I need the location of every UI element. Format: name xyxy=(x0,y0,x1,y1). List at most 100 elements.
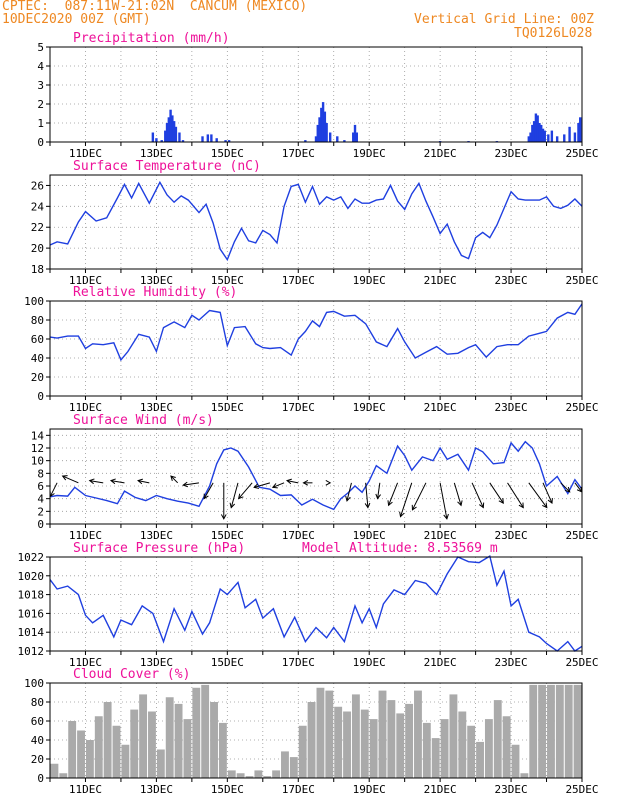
wind-arrow xyxy=(489,482,504,504)
cloud-bar xyxy=(192,687,201,778)
wind-arrow xyxy=(137,480,150,484)
y-tick-label: 1022 xyxy=(18,551,45,564)
x-tick-label: 15DEC xyxy=(211,783,244,796)
wind-arrow-head xyxy=(387,500,393,507)
cloud-bar xyxy=(538,684,547,778)
precip-bar xyxy=(325,123,328,142)
wind-arrow-head xyxy=(285,478,292,485)
wind-arrow xyxy=(528,482,548,508)
panel-frame xyxy=(49,174,583,270)
x-tick-label: 19DEC xyxy=(353,147,386,160)
wind-arrow xyxy=(471,482,484,508)
wind-arrow xyxy=(439,482,448,519)
precip-bar xyxy=(563,134,566,142)
x-tick-label: 25DEC xyxy=(565,783,598,796)
precip-bar xyxy=(320,107,323,142)
x-tick-label: 11DEC xyxy=(69,783,102,796)
cloud-bar xyxy=(360,709,369,778)
wind-arrow xyxy=(203,482,214,499)
x-tick-label: 17DEC xyxy=(282,401,315,414)
wind-arrow-head xyxy=(411,504,417,511)
x-tick-label: 15DEC xyxy=(211,401,244,414)
x-tick-label: 19DEC xyxy=(353,783,386,796)
precip-bar xyxy=(164,130,167,142)
x-tick-label: 19DEC xyxy=(353,656,386,669)
wind-arrow-head xyxy=(364,502,371,509)
cloud-bar xyxy=(50,763,59,778)
y-tick-label: 1016 xyxy=(18,607,45,620)
precip-bar xyxy=(224,140,227,142)
y-tick-label: 20 xyxy=(31,242,44,255)
wind-arrow-head xyxy=(457,500,463,507)
wind-arrow xyxy=(377,482,381,499)
cloud-bar xyxy=(139,694,148,778)
y-tick-label: 8 xyxy=(37,467,44,480)
cloud-bar xyxy=(112,725,121,778)
x-tick-label: 13DEC xyxy=(140,401,173,414)
x-tick-label: 23DEC xyxy=(495,274,528,287)
precip-bar xyxy=(169,109,172,142)
cloud-bar xyxy=(396,713,405,778)
cloud-bar xyxy=(77,730,85,778)
y-tick-label: 60 xyxy=(31,333,44,346)
y-tick-label: 60 xyxy=(31,715,44,728)
y-tick-label: 26 xyxy=(31,179,44,192)
precip-bar xyxy=(323,111,327,142)
x-tick-label: 17DEC xyxy=(282,783,315,796)
x-tick-label: 23DEC xyxy=(495,656,528,669)
precip-bar xyxy=(178,132,181,142)
cloud-bar xyxy=(272,770,281,778)
y-tick-label: 1014 xyxy=(18,626,45,639)
precip-bar xyxy=(304,140,307,142)
wind-arrow-head xyxy=(325,479,332,486)
cloud-bar xyxy=(94,716,103,778)
wind-arrow xyxy=(411,482,427,511)
panel-frame xyxy=(49,556,583,652)
precip-bar xyxy=(316,124,319,142)
precip-bar xyxy=(206,134,210,142)
header-grid-note: Vertical Grid Line: 00Z xyxy=(414,12,595,27)
cloud-bar xyxy=(343,711,351,778)
precip-bar xyxy=(547,134,550,142)
y-tick-label: 0 xyxy=(37,518,44,531)
x-tick-label: 15DEC xyxy=(211,147,244,160)
x-tick-label: 17DEC xyxy=(282,656,315,669)
precip-bar xyxy=(336,136,339,142)
precip-bar xyxy=(181,140,185,142)
x-tick-label: 17DEC xyxy=(282,529,315,542)
precip-bar xyxy=(215,138,218,142)
precip-bar xyxy=(201,136,204,142)
panel-title: Cloud Cover (%) xyxy=(73,667,190,682)
wind-arrow xyxy=(89,480,104,484)
precip-bar xyxy=(543,130,546,142)
x-tick-label: 11DEC xyxy=(69,274,102,287)
wind-arrow xyxy=(574,482,583,493)
y-tick-label: 0 xyxy=(37,390,44,403)
cloud-bar xyxy=(174,703,183,778)
y-tick-label: 100 xyxy=(24,677,44,690)
wind-arrow-head xyxy=(109,478,116,485)
x-tick-label: 17DEC xyxy=(282,274,315,287)
wind-arrow xyxy=(453,482,462,506)
y-tick-label: 40 xyxy=(31,352,44,365)
y-tick-label: 40 xyxy=(31,734,44,747)
cloud-bar xyxy=(148,711,156,778)
x-tick-label: 15DEC xyxy=(211,274,244,287)
y-tick-label: 0 xyxy=(37,136,44,149)
x-tick-label: 21DEC xyxy=(424,656,457,669)
panel-title: Surface Wind (m/s) xyxy=(73,413,214,428)
y-tick-label: 22 xyxy=(31,221,44,234)
x-tick-label: 17DEC xyxy=(282,147,315,160)
cloud-bar xyxy=(59,773,68,778)
cloud-bar xyxy=(245,776,254,778)
panel-title: Surface Pressure (hPa) xyxy=(73,541,245,556)
wind-arrow-head xyxy=(88,478,95,485)
precip-bar xyxy=(172,121,176,142)
wind-arrow-head xyxy=(229,502,236,509)
cloud-bar xyxy=(121,744,130,778)
y-tick-label: 4 xyxy=(37,60,44,73)
cloud-bar xyxy=(130,709,139,778)
wind-arrow-head xyxy=(542,502,548,509)
cloud-bar xyxy=(573,684,582,778)
cloud-bar xyxy=(316,687,325,778)
